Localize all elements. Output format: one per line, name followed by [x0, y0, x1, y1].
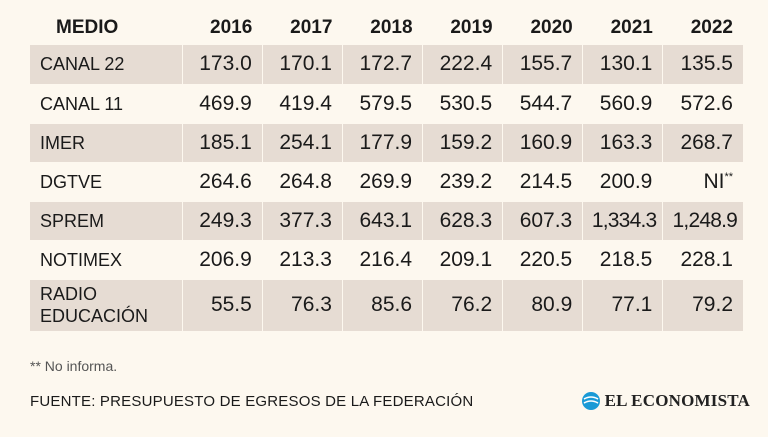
row-label: IMER	[30, 122, 183, 162]
brand-name: EL ECONOMISTA	[604, 391, 750, 410]
row-label-line: RADIO	[40, 284, 98, 305]
table-header-row: MEDIO 2016 2017 2018 2019 2020 2021 2022	[30, 10, 743, 45]
table-cell: 130.1	[582, 45, 663, 84]
table-cell: 268.7	[662, 122, 743, 162]
row-label-line: CANAL 22	[40, 54, 125, 75]
table-cell: 249.3	[181, 200, 263, 240]
table-cell: 560.9	[582, 83, 663, 123]
column-header-2017: 2017	[290, 16, 333, 38]
table-cell: 160.9	[502, 122, 583, 162]
table-cell: 377.3	[261, 200, 343, 240]
table-cell: 1,334.3	[582, 200, 663, 240]
table-cell: 172.7	[341, 45, 423, 84]
table-cell: 544.7	[502, 83, 583, 123]
table-row: NOTIMEX 206.9 213.3 216.4 209.1 220.5 218.5 228…	[30, 239, 743, 279]
table-cell: 572.6	[662, 83, 743, 123]
row-label: CANAL 11	[30, 83, 183, 123]
table-cell: 185.1	[181, 122, 263, 162]
table-body: CANAL 22 173.0 170.1 172.7 222.4 155.7 130.1 13…	[30, 45, 743, 331]
row-label-line: IMER	[40, 132, 85, 153]
table-cell: 213.3	[261, 239, 343, 279]
table-cell: 628.3	[422, 200, 503, 240]
table-cell: 76.3	[261, 278, 343, 331]
table-cell: 254.1	[261, 122, 343, 162]
table-row: CANAL 11 469.9 419.4 579.5 530.5 544.7 560.9 57…	[30, 83, 743, 123]
row-label: SPREM	[30, 200, 183, 240]
table-cell: 469.9	[181, 83, 263, 123]
row-label-line: EDUCACIÓN	[40, 306, 149, 327]
table-row: DGTVE 264.6 264.8 269.9 239.2 214.5 200.9 NI**	[30, 161, 743, 201]
row-label-line: SPREM	[40, 210, 105, 231]
table-cell: 209.1	[422, 239, 503, 279]
table-cell: 419.4	[261, 83, 343, 123]
table-cell: 1,248.9	[662, 200, 743, 240]
table-cell: 218.5	[582, 239, 663, 279]
table-cell: 173.0	[181, 45, 263, 84]
table-cell: 216.4	[341, 239, 423, 279]
table-cell: 170.1	[261, 45, 343, 84]
table-cell: 264.6	[181, 161, 263, 201]
el-economista-logo-icon	[581, 392, 600, 410]
table-cell: 177.9	[341, 122, 423, 162]
table-cell: 206.9	[181, 239, 263, 279]
source-note: FUENTE: PRESUPUESTO DE EGRESOS DE LA FED…	[30, 393, 474, 410]
column-header-2022: 2022	[690, 16, 733, 38]
table-cell: 228.1	[662, 239, 743, 279]
table-cell: 163.3	[582, 122, 663, 162]
table-row: SPREM 249.3 377.3 643.1 628.3 607.3 1,334.3 1,2…	[30, 200, 743, 240]
table-cell: 239.2	[422, 161, 503, 201]
table-row: RADIO EDUCACIÓN 55.5 76.3 85.6 76.2 80.9 77.1 79…	[30, 278, 743, 331]
table-cell: 135.5	[662, 45, 743, 84]
row-label: RADIO EDUCACIÓN	[30, 278, 183, 331]
brand: EL ECONOMISTA	[581, 391, 750, 411]
row-label: CANAL 22	[30, 45, 182, 84]
column-header-2018: 2018	[370, 16, 413, 38]
budget-table: MEDIO 2016 2017 2018 2019 2020 2021 2022 CANAL …	[30, 10, 743, 331]
row-label: DGTVE	[30, 161, 183, 201]
table-row: CANAL 22 173.0 170.1 172.7 222.4 155.7 130.1 13…	[30, 45, 743, 84]
table-cell: 214.5	[502, 161, 583, 201]
table-cell: 76.2	[422, 278, 503, 331]
table-row: IMER 185.1 254.1 177.9 159.2 160.9 163.3 268.7	[30, 122, 743, 162]
footnote: ** No informa.	[30, 358, 118, 374]
table-cell: 79.2	[662, 278, 743, 331]
table-cell: 200.9	[582, 161, 663, 201]
column-header-medio: MEDIO	[56, 16, 119, 38]
row-label-line: NOTIMEX	[40, 249, 123, 270]
table-cell: 80.9	[502, 278, 583, 331]
table-cell: 530.5	[422, 83, 503, 123]
row-label-line: DGTVE	[40, 171, 103, 192]
column-header-2020: 2020	[530, 16, 573, 38]
table-cell: 269.9	[341, 161, 423, 201]
table-cell: 222.4	[422, 45, 503, 84]
column-header-2021: 2021	[610, 16, 653, 38]
column-header-2016: 2016	[210, 16, 253, 38]
table-cell: 579.5	[341, 83, 423, 123]
row-label: NOTIMEX	[30, 239, 183, 279]
table-cell: 264.8	[261, 161, 343, 201]
table-cell: 159.2	[422, 122, 503, 162]
table-cell: 85.6	[341, 278, 423, 331]
table-cell: 220.5	[502, 239, 583, 279]
table-cell: 55.5	[181, 278, 263, 331]
table-cell: 155.7	[502, 45, 583, 84]
row-label-line: CANAL 11	[40, 93, 124, 114]
column-header-2019: 2019	[450, 16, 493, 38]
table-cell: 607.3	[502, 200, 583, 240]
table-cell: NI**	[662, 161, 743, 201]
table-cell: 643.1	[341, 200, 423, 240]
table-cell: 77.1	[582, 278, 663, 331]
